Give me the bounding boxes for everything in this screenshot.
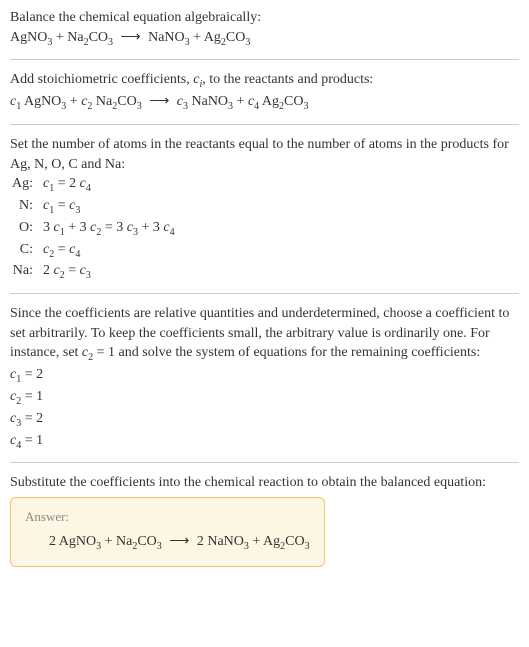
atom-equation: 3 c1 + 3 c2 = 3 c3 + 3 c4 <box>43 218 175 240</box>
balance-intro-text: Balance the chemical equation algebraica… <box>10 8 519 28</box>
substitute-text: Substitute the coefficients into the che… <box>10 473 519 493</box>
atom-label: O: <box>12 218 43 240</box>
atom-equation: 2 c2 = c3 <box>43 261 175 283</box>
balanced-equation: 2 AgNO3 + Na2CO3 ⟶ 2 NaNO3 + Ag2CO3 <box>25 532 310 554</box>
atom-label: Ag: <box>12 174 43 196</box>
product-nano3: NaNO3 <box>148 30 190 45</box>
atom-balance: Set the number of atoms in the reactants… <box>10 135 519 283</box>
reactant-na2co3: Na2CO3 <box>67 30 113 45</box>
atom-row-n: N: c1 = c3 <box>12 196 175 218</box>
coeff-c4: c4 = 1 <box>10 431 519 453</box>
divider <box>10 124 519 125</box>
atom-label: Na: <box>12 261 43 283</box>
answer-box: Answer: 2 AgNO3 + Na2CO3 ⟶ 2 NaNO3 + Ag2… <box>10 497 325 567</box>
atom-label: N: <box>12 196 43 218</box>
divider <box>10 462 519 463</box>
coefficients-intro: Add stoichiometric coefficients, ci, to … <box>10 70 519 114</box>
product-ag2co3: Ag2CO3 <box>204 30 251 45</box>
atom-equation: c1 = c3 <box>43 196 175 218</box>
atom-equation: c2 = c4 <box>43 240 175 262</box>
atom-balance-intro: Set the number of atoms in the reactants… <box>10 135 519 174</box>
choose-coefficient: Since the coefficients are relative quan… <box>10 304 519 452</box>
substitute-section: Substitute the coefficients into the che… <box>10 473 519 567</box>
atom-row-o: O: 3 c1 + 3 c2 = 3 c3 + 3 c4 <box>12 218 175 240</box>
coefficients-intro-text: Add stoichiometric coefficients, ci, to … <box>10 70 519 92</box>
coeff-c1: c1 = 2 <box>10 365 519 387</box>
reaction-arrow-icon: ⟶ <box>121 30 141 45</box>
unbalanced-equation: AgNO3 + Na2CO3 ⟶ NaNO3 + Ag2CO3 <box>10 28 519 50</box>
atom-row-c: C: c2 = c4 <box>12 240 175 262</box>
atom-label: C: <box>12 240 43 262</box>
reactant-agno3: AgNO3 <box>10 30 52 45</box>
reaction-arrow-icon: ⟶ <box>149 94 169 109</box>
atom-row-ag: Ag: c1 = 2 c4 <box>12 174 175 196</box>
coeff-c2: c2 = 1 <box>10 387 519 409</box>
atom-equations-table: Ag: c1 = 2 c4 N: c1 = c3 O: 3 c1 + 3 c2 … <box>12 174 175 283</box>
answer-label: Answer: <box>25 508 310 526</box>
solved-coefficients: c1 = 2 c2 = 1 c3 = 2 c4 = 1 <box>10 365 519 452</box>
reaction-arrow-icon: ⟶ <box>169 534 189 549</box>
coeff-c3: c3 = 2 <box>10 409 519 431</box>
atom-equation: c1 = 2 c4 <box>43 174 175 196</box>
atom-row-na: Na: 2 c2 = c3 <box>12 261 175 283</box>
divider <box>10 59 519 60</box>
divider <box>10 293 519 294</box>
choose-coefficient-text: Since the coefficients are relative quan… <box>10 304 519 365</box>
balance-intro: Balance the chemical equation algebraica… <box>10 8 519 49</box>
coefficients-equation: c1 AgNO3 + c2 Na2CO3 ⟶ c3 NaNO3 + c4 Ag2… <box>10 92 519 114</box>
